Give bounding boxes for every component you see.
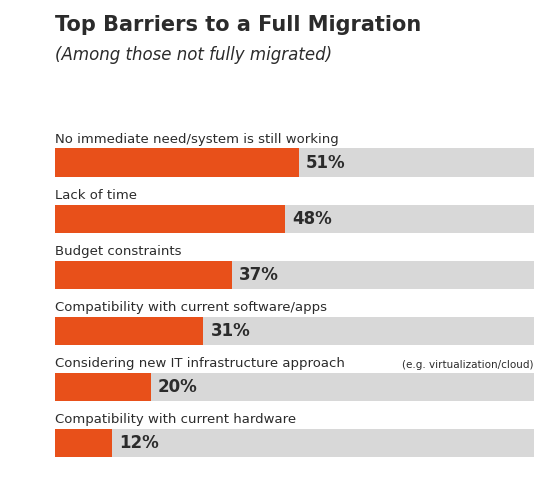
Text: 31%: 31% bbox=[211, 322, 250, 340]
Text: 48%: 48% bbox=[292, 209, 332, 228]
Text: 20%: 20% bbox=[158, 378, 197, 396]
Bar bbox=[55, 261, 232, 289]
Text: Budget constraints: Budget constraints bbox=[55, 245, 182, 258]
Bar bbox=[55, 373, 151, 401]
Bar bbox=[55, 205, 534, 233]
Bar bbox=[55, 317, 534, 345]
Bar bbox=[55, 429, 534, 457]
Text: Lack of time: Lack of time bbox=[55, 189, 137, 202]
Text: 12%: 12% bbox=[119, 434, 160, 452]
Text: Compatibility with current hardware: Compatibility with current hardware bbox=[55, 414, 296, 427]
Text: Considering new IT infrastructure approach: Considering new IT infrastructure approa… bbox=[55, 357, 349, 370]
Text: (e.g. virtualization/cloud): (e.g. virtualization/cloud) bbox=[402, 360, 533, 370]
Text: Top Barriers to a Full Migration: Top Barriers to a Full Migration bbox=[55, 15, 421, 35]
Bar bbox=[55, 149, 299, 176]
Bar bbox=[55, 261, 534, 289]
Text: No immediate need/system is still working: No immediate need/system is still workin… bbox=[55, 133, 339, 146]
Bar bbox=[55, 149, 534, 176]
Text: Compatibility with current software/apps: Compatibility with current software/apps bbox=[55, 301, 327, 314]
Bar bbox=[55, 205, 285, 233]
Text: 51%: 51% bbox=[306, 154, 346, 172]
Bar bbox=[55, 373, 534, 401]
Bar bbox=[55, 429, 112, 457]
Bar bbox=[55, 317, 204, 345]
Text: (Among those not fully migrated): (Among those not fully migrated) bbox=[55, 46, 332, 64]
Text: 37%: 37% bbox=[239, 266, 279, 284]
